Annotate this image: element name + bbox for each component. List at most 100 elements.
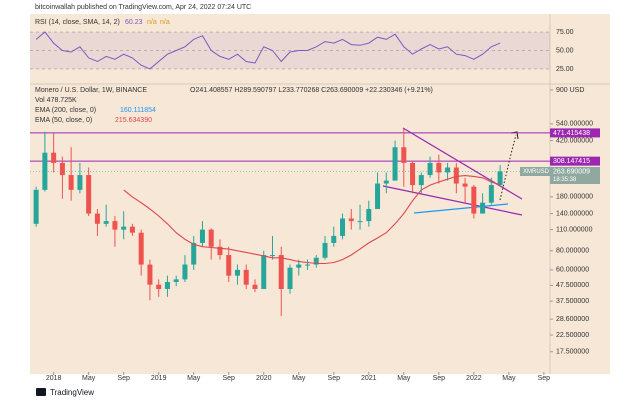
rsi-line [35,31,501,70]
x-tick-label: Sep [328,375,341,382]
price-tag [550,167,600,185]
drawings [382,127,523,216]
y-tick-label: 110.000000 [556,226,593,233]
candle-body [68,175,74,190]
candle-body [51,152,57,163]
candle-body [226,255,232,276]
rsi-tick-label: 50.00 [556,47,574,54]
candle-body [366,208,372,222]
candle-body [191,242,197,265]
candle-body [383,180,389,184]
x-tick-label: May [397,375,411,382]
y-tick-label: 900 USD [556,87,584,94]
candle-body [322,242,328,258]
symbol-tag [520,167,550,177]
level-label: 471.415438 [553,130,590,137]
candle-body [147,264,153,285]
y-tick-label: 22.500000 [556,332,589,339]
projection [499,134,517,201]
candle-body [392,147,398,181]
rsi-label: RSI (14, close, SMA, 14, 2) [35,19,120,26]
x-tick-label: Sep [222,375,235,382]
candle-body [77,175,83,190]
symbol: XMRUSD [523,169,550,175]
candle-body [305,264,311,266]
x-tick-label: Sep [538,375,551,382]
candle-body [418,175,424,186]
candle-body [313,257,319,265]
candle-body [243,269,249,285]
candle-body [182,264,188,280]
candle-body [348,218,354,222]
candle-body [138,232,144,265]
y-tick-label: 28.600000 [556,316,589,323]
candle-body [453,167,459,184]
level-label: 308.147415 [553,158,590,165]
candle-body [427,162,433,176]
candle-body [488,185,494,203]
candle-body [33,189,39,224]
candle-body [497,171,503,186]
trendline [402,127,523,200]
x-tick-label: May [82,375,96,382]
trendline [382,185,523,216]
x-tick-label: 2021 [361,375,377,382]
rsi-sma2: n/a [160,19,170,26]
y-tick-label: 60.000000 [556,267,589,274]
candle-body [164,281,170,289]
last-price: 263.690009 [553,168,590,175]
x-tick-label: May [187,375,201,382]
candle-body [252,284,258,289]
candle-body [59,162,65,176]
candle-body [480,202,486,214]
ema200-label: EMA (200, close, 0) [35,107,96,114]
ema200-value: 160.111854 [120,107,156,114]
chart-title: Monero / U.S. Dollar, 1W, BINANCE [35,87,147,94]
y-tick-label: 17.500000 [556,349,589,356]
candle-body [445,167,451,173]
x-tick-label: May [502,375,516,382]
candle-body [269,255,275,257]
y-tick-label: 80.000000 [556,248,589,255]
candle-body [296,264,302,268]
y-tick-label: 180.000000 [556,194,593,201]
candle-body [331,235,337,243]
ema50-line [123,175,501,265]
candle-body [121,226,127,230]
rsi-value: 60.23 [125,19,143,26]
candle-body [112,221,118,230]
brand: TradingView [36,388,94,397]
candle-body [436,162,442,173]
candle-body [471,186,477,214]
candle-body [103,221,109,224]
candle-body [410,162,416,186]
y-tick-label: 47.500000 [556,282,589,289]
candle-body [261,255,267,289]
candle-body [156,284,162,289]
volume-label: Vol 478.725K [35,97,77,104]
candle-body [208,229,214,247]
publisher: bitcoinwallah published on TradingView.c… [35,4,251,11]
x-tick-label: 2020 [256,375,272,382]
ohlc: O241.408557 H289.590797 L233.770268 C263… [190,87,433,94]
rsi-tick-label: 25.00 [556,66,574,73]
x-tick-label: Sep [433,375,446,382]
candle-body [234,269,240,276]
ema50-label: EMA (50, close, 0) [35,117,92,124]
trendline [413,203,509,214]
level-tag [550,128,600,138]
y-tick-label: 420.000000 [556,137,593,144]
candle-body [217,246,223,256]
candle-body [86,175,92,214]
candle-body [199,229,205,243]
candle-body [94,213,100,224]
candle-body [129,226,135,233]
ema50-value: 215.634390 [115,117,152,124]
x-tick-label: 2018 [46,375,62,382]
rsi-tick-label: 75.00 [556,29,574,36]
candle-body [340,218,346,236]
x-tick-label: 2022 [466,375,482,382]
y-tick-label: 37.500000 [556,298,589,305]
y-tick-label: 540.000000 [556,121,593,128]
